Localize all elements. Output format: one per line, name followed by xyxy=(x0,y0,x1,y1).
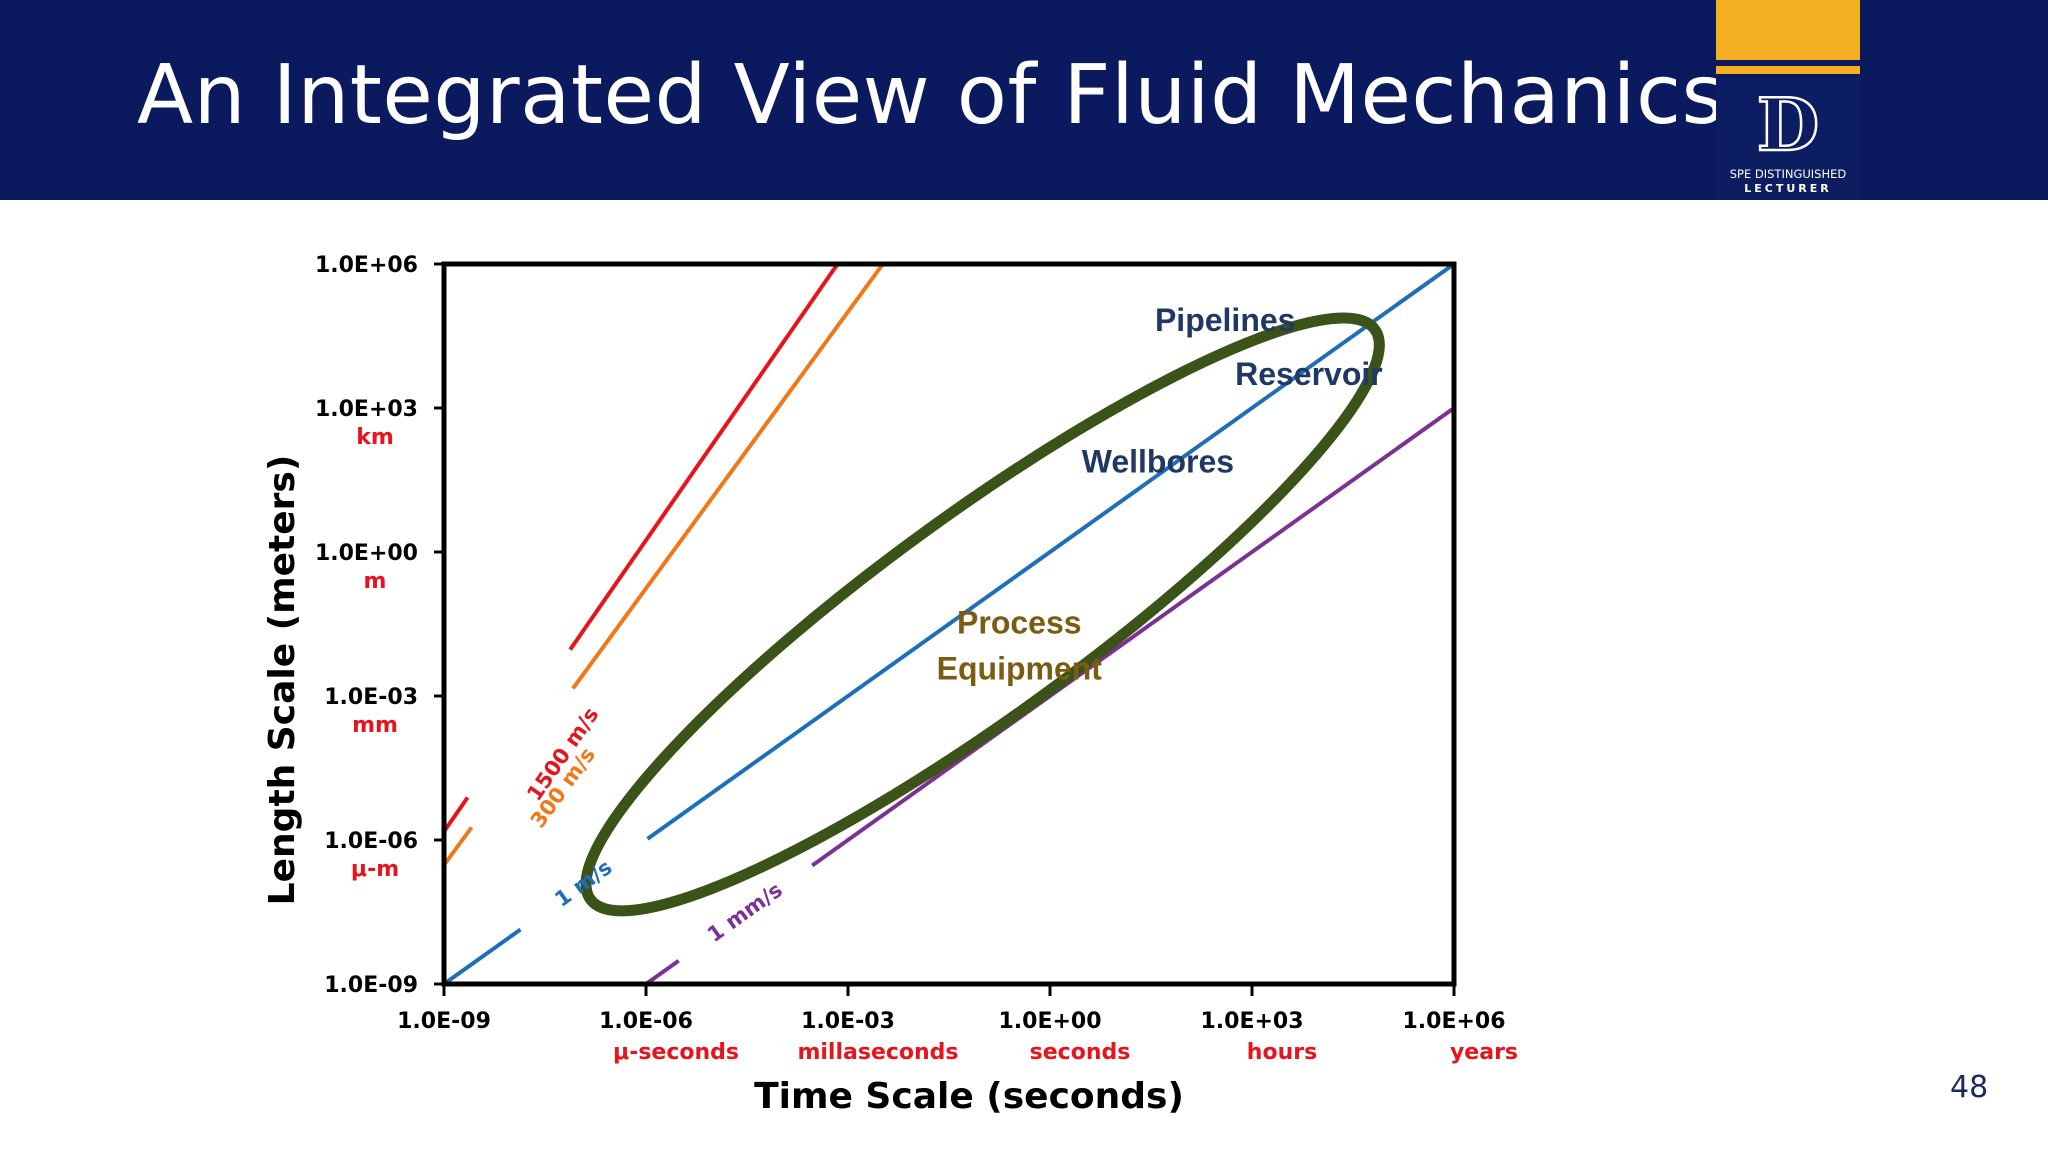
series-line-2-b xyxy=(646,264,1454,841)
annotation-4: Equipment xyxy=(937,651,1103,687)
x-tick-unit-4: hours xyxy=(1247,1040,1317,1065)
x-tick-unit-1: μ-seconds xyxy=(613,1040,739,1065)
x-tick-label-2: 1.0E-03 xyxy=(801,1009,895,1034)
ellipse-layer xyxy=(580,312,1385,917)
logo-line2: LECTURER xyxy=(1744,182,1832,195)
logo-letter: D xyxy=(1757,82,1819,167)
y-tick-label-4: 1.0E+03 xyxy=(315,397,418,422)
operating-region-ellipse xyxy=(580,312,1385,917)
series-line-0-b xyxy=(568,264,840,651)
y-tick-label-5: 1.0E+06 xyxy=(315,253,418,278)
page-number: 48 xyxy=(1950,1070,1989,1105)
series-line-1-b xyxy=(571,264,885,690)
x-tick-label-0: 1.0E-09 xyxy=(397,1009,491,1034)
y-tick-unit-3: m xyxy=(364,569,387,594)
x-tick-label-4: 1.0E+03 xyxy=(1200,1009,1303,1034)
y-tick-label-2: 1.0E-03 xyxy=(324,685,418,710)
series-line-1-a xyxy=(444,826,474,867)
annotation-1: Reservoir xyxy=(1235,356,1383,392)
x-tick-label-3: 1.0E+00 xyxy=(998,1009,1101,1034)
y-tick-unit-2: mm xyxy=(352,713,398,738)
series-line-2-a xyxy=(444,927,522,984)
slide-header xyxy=(0,0,2048,200)
series-line-3-a xyxy=(644,959,680,984)
y-axis-title: Length Scale (meters) xyxy=(262,455,303,906)
y-tick-label-3: 1.0E+00 xyxy=(315,541,418,566)
plot-frame xyxy=(441,261,1457,987)
y-tick-label-0: 1.0E-09 xyxy=(324,973,418,998)
x-tick-label-1: 1.0E-06 xyxy=(599,1009,693,1034)
spe-distinguished-lecturer-logo: D SPE DISTINGUISHED LECTURER xyxy=(1716,0,1860,200)
series-layer xyxy=(444,264,1454,984)
y-tick-unit-4: km xyxy=(356,425,394,450)
y-tick-label-1: 1.0E-06 xyxy=(324,829,418,854)
x-tick-unit-5: years xyxy=(1450,1040,1518,1065)
x-tick-label-5: 1.0E+06 xyxy=(1402,1009,1505,1034)
x-axis-title: Time Scale (seconds) xyxy=(754,1076,1184,1117)
series-line-3-b xyxy=(811,406,1454,868)
slide-title: An Integrated View of Fluid Mechanics xyxy=(137,48,1725,143)
x-tick-unit-2: millaseconds xyxy=(797,1040,958,1065)
logo-panel xyxy=(1716,78,1860,200)
annotation-3: Process xyxy=(957,605,1082,641)
x-tick-unit-3: seconds xyxy=(1030,1040,1131,1065)
annotation-0: Pipelines xyxy=(1155,302,1296,338)
annotation-2: Wellbores xyxy=(1082,444,1234,480)
logo-gold-block xyxy=(1716,0,1860,60)
series-line-0-a xyxy=(444,796,470,833)
y-tick-unit-1: μ-m xyxy=(351,857,399,882)
logo-gold-stripe xyxy=(1716,66,1860,74)
logo-line1: SPE DISTINGUISHED xyxy=(1730,167,1847,181)
axes-layer xyxy=(434,261,1457,996)
